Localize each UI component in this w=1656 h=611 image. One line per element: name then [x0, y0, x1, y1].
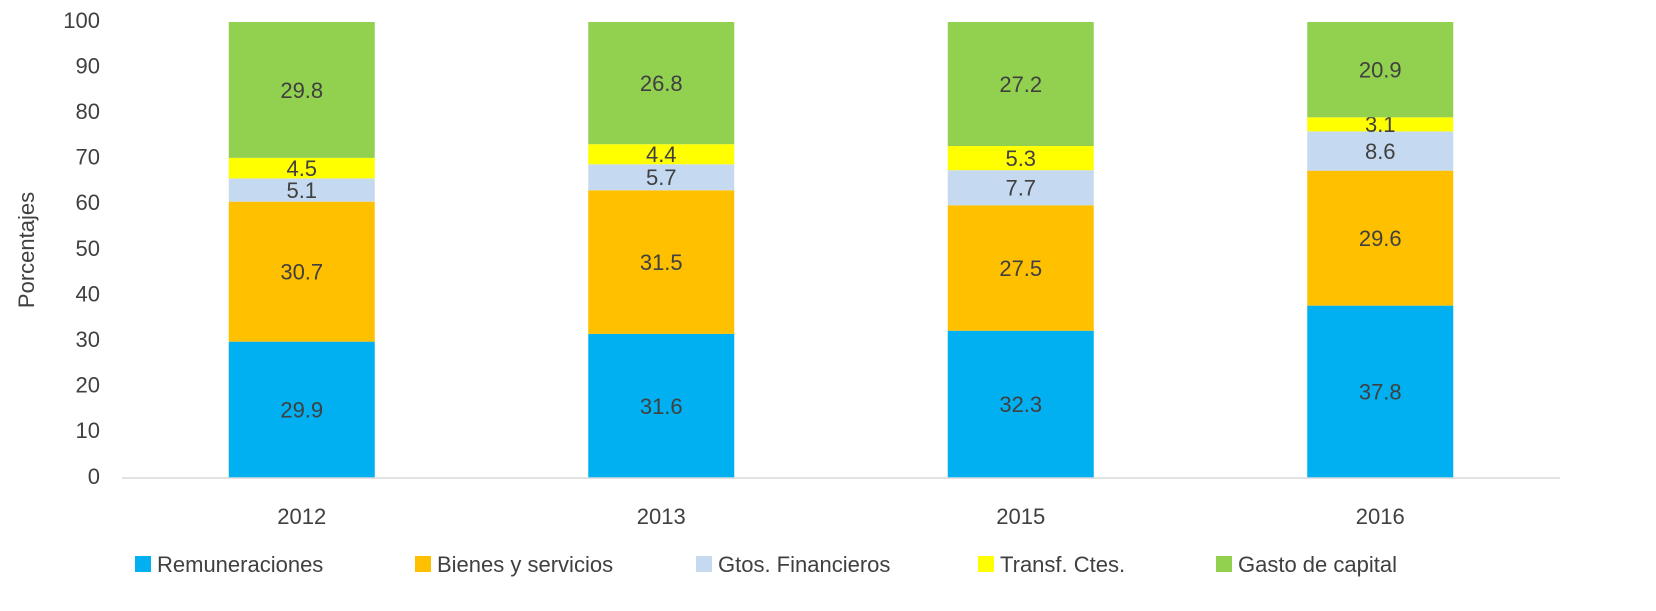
bar-segment [228, 178, 375, 202]
data-label: 5.7 [646, 165, 677, 190]
legend-label: Transf. Ctes. [1000, 552, 1125, 577]
y-tick-label: 80 [76, 99, 100, 124]
y-tick-label: 10 [76, 418, 100, 443]
bar-segment [228, 22, 375, 158]
bar-segment [228, 201, 375, 342]
y-tick-label: 0 [88, 464, 100, 489]
data-label: 26.8 [640, 71, 683, 96]
y-tick-label: 40 [76, 281, 100, 306]
data-label: 29.9 [280, 398, 323, 423]
legend-swatch [696, 556, 712, 572]
data-label: 4.4 [646, 142, 677, 167]
y-tick-label: 100 [63, 8, 100, 33]
bar-segment [588, 144, 735, 165]
bar-segment [947, 22, 1094, 147]
legend-label: Bienes y servicios [437, 552, 613, 577]
y-tick-label: 60 [76, 190, 100, 215]
data-label: 29.8 [280, 78, 323, 103]
bar-segment [947, 205, 1094, 331]
bar-segment [1307, 131, 1454, 171]
y-tick-label: 30 [76, 327, 100, 352]
data-label: 4.5 [286, 156, 317, 181]
bar-segment [1307, 22, 1454, 118]
data-label: 8.6 [1365, 139, 1396, 164]
y-tick-label: 50 [76, 236, 100, 261]
data-label: 37.8 [1359, 380, 1402, 405]
data-label: 31.5 [640, 250, 683, 275]
y-tick-label: 90 [76, 53, 100, 78]
x-tick-label: 2016 [1356, 504, 1405, 529]
legend-swatch [415, 556, 431, 572]
y-axis-label: Porcentajes [14, 192, 39, 308]
data-label: 7.7 [1005, 176, 1036, 201]
y-tick-label: 70 [76, 145, 100, 170]
data-label: 30.7 [280, 259, 323, 284]
legend-label: Gtos. Financieros [718, 552, 890, 577]
legend-label: Remuneraciones [157, 552, 323, 577]
bar-segment [1307, 117, 1454, 132]
data-label: 27.2 [999, 72, 1042, 97]
bar-segment [1307, 170, 1454, 306]
bar-segment [1307, 305, 1454, 478]
data-label: 31.6 [640, 394, 683, 419]
x-tick-label: 2015 [996, 504, 1045, 529]
data-label: 20.9 [1359, 57, 1402, 82]
bar-segment [228, 341, 375, 478]
data-label: 27.5 [999, 256, 1042, 281]
legend-label: Gasto de capital [1238, 552, 1397, 577]
bar-segment [588, 22, 735, 145]
bar-segment [228, 157, 375, 179]
bar-segment [947, 146, 1094, 171]
bar-segment [588, 190, 735, 334]
legend-swatch [978, 556, 994, 572]
bar-segment [947, 170, 1094, 206]
data-label: 5.1 [286, 178, 317, 203]
x-tick-label: 2012 [277, 504, 326, 529]
data-label: 29.6 [1359, 226, 1402, 251]
bar-segment [947, 330, 1094, 478]
data-label: 5.3 [1005, 146, 1036, 171]
legend-swatch [1216, 556, 1232, 572]
bar-segment [588, 164, 735, 191]
x-tick-label: 2013 [637, 504, 686, 529]
data-label: 32.3 [999, 392, 1042, 417]
legend-swatch [135, 556, 151, 572]
y-tick-label: 20 [76, 373, 100, 398]
bar-segment [588, 333, 735, 478]
